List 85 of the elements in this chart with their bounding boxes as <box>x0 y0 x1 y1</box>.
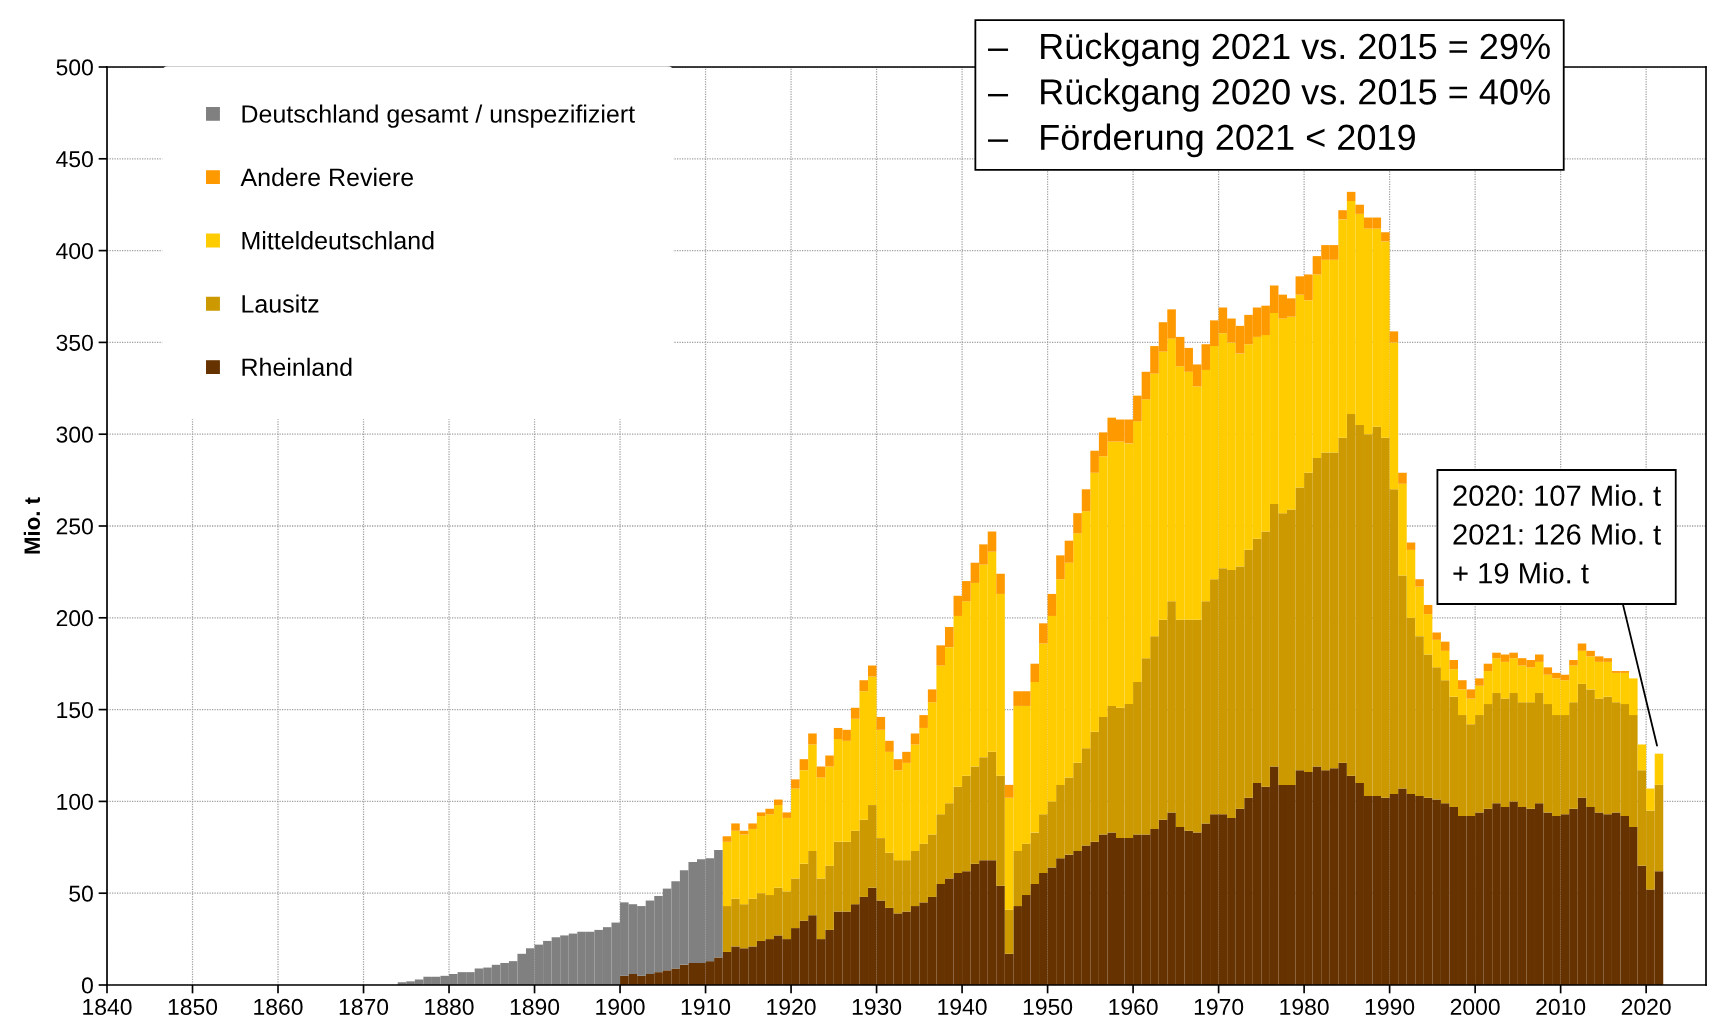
x-tick-label: 2010 <box>1536 998 1586 1016</box>
bar <box>1569 660 1578 666</box>
x-tick-label: 1960 <box>1109 998 1158 1016</box>
bar <box>850 707 860 719</box>
annotation: – Förderung 2021 < 2019 <box>988 123 1415 158</box>
y-tick-label: 100 <box>57 793 93 810</box>
legend-label: Lausitz <box>242 294 319 313</box>
bar <box>816 766 826 778</box>
bar <box>876 716 886 730</box>
x-tick-label: 1940 <box>938 998 987 1016</box>
x-tick-label: 1920 <box>767 998 816 1016</box>
bar <box>1073 513 1082 534</box>
x-tick-label: 1980 <box>1280 998 1329 1016</box>
x-tick-label: 1990 <box>1365 998 1415 1016</box>
bar <box>1423 604 1433 615</box>
legend-label: Andere Reviere <box>240 167 414 187</box>
x-tick-label: 1850 <box>168 998 218 1016</box>
legend-label: Mitteldeutschland <box>242 231 434 250</box>
bar <box>1381 232 1390 242</box>
bar <box>1432 632 1441 640</box>
bar <box>731 823 740 831</box>
bar <box>1415 579 1424 587</box>
text: – Rückgang 2021 vs. 2015 = 29% <box>988 32 1550 67</box>
bar <box>859 680 869 692</box>
bar <box>1039 623 1048 644</box>
bar <box>1398 472 1407 484</box>
bar <box>748 823 757 829</box>
y-axis-title: Mio. t <box>23 497 41 554</box>
bar <box>1449 660 1459 670</box>
x-tick-label: 2020 <box>1621 998 1671 1016</box>
x-tick-label: 1880 <box>425 998 474 1016</box>
y-tick-label: 250 <box>56 518 93 535</box>
bar <box>1355 204 1364 214</box>
x-tick-label: 1950 <box>1023 998 1073 1016</box>
bar <box>1338 210 1347 220</box>
bar <box>868 665 877 677</box>
x-tick-label: 1970 <box>1194 998 1244 1016</box>
bar <box>927 689 937 703</box>
bar <box>885 740 894 752</box>
bar <box>1047 593 1057 616</box>
y-tick-label: 0 <box>81 977 93 994</box>
bar <box>808 733 817 745</box>
y-tick-label: 500 <box>56 59 93 76</box>
bar <box>722 836 732 842</box>
legend-label: Deutschland gesamt / unspezifiziert <box>242 104 635 128</box>
bar <box>1440 641 1450 651</box>
x-tick-label: 1890 <box>510 998 560 1016</box>
bar <box>1004 909 1014 954</box>
y-tick-label: 300 <box>56 426 93 443</box>
x-tick-label: 1930 <box>852 998 902 1016</box>
bar <box>1637 744 1647 771</box>
y-tick-label: 400 <box>56 242 93 260</box>
x-tick-label: 1860 <box>254 998 303 1016</box>
bar <box>919 715 928 728</box>
bar <box>1646 788 1655 811</box>
bar <box>782 812 792 818</box>
annotation: – Rückgang 2020 vs. 2015 = 40% <box>988 78 1550 112</box>
bar <box>1654 753 1664 785</box>
x-tick-label: 2000 <box>1450 998 1500 1016</box>
bar <box>825 755 834 767</box>
bar <box>1004 784 1014 798</box>
bar <box>773 799 783 806</box>
y-tick-label: 200 <box>56 610 93 627</box>
x-tick-label: 1910 <box>681 998 731 1016</box>
bar <box>1466 689 1476 699</box>
bar <box>910 733 920 745</box>
x-tick-label: 1900 <box>596 998 645 1016</box>
x-tick-label: 1870 <box>339 998 389 1016</box>
y-tick-label: 450 <box>56 151 93 168</box>
annotation: 2020: 107 Mio. t 2021: 126 Mio. t + 19 Mio. t <box>1453 484 1661 584</box>
bar <box>791 779 800 789</box>
bar <box>1458 680 1467 690</box>
bar <box>1389 331 1399 343</box>
x-tick-label: 1840 <box>83 998 132 1016</box>
y-tick-label: 350 <box>56 334 93 351</box>
bar <box>996 573 1005 594</box>
bar <box>799 759 809 771</box>
bar <box>1346 191 1356 202</box>
y-tick-label: 150 <box>57 701 93 719</box>
legend-label: Rheinland <box>242 357 352 377</box>
bar <box>1586 650 1595 657</box>
y-tick-label: 50 <box>69 885 93 902</box>
bar <box>1030 663 1040 683</box>
bar <box>1081 489 1091 512</box>
bar <box>1475 678 1484 686</box>
